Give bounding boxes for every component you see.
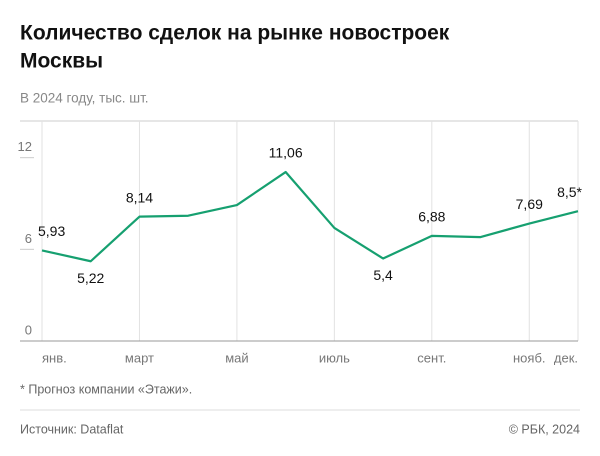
chart-title: Количество сделок на рынке новостроек bbox=[20, 22, 450, 45]
value-label: 5,93 bbox=[38, 223, 65, 239]
value-label: 8,5* bbox=[557, 184, 582, 200]
y-tick-label: 0 bbox=[25, 322, 32, 337]
value-label: 7,69 bbox=[516, 196, 543, 212]
footnote: * Прогноз компании «Этажи». bbox=[20, 382, 192, 396]
x-tick-label: май bbox=[225, 350, 248, 365]
chart-subtitle: В 2024 году, тыс. шт. bbox=[20, 91, 149, 106]
x-tick-label: янв. bbox=[42, 350, 67, 365]
y-tick-label: 12 bbox=[18, 139, 32, 154]
x-tick-label: дек. bbox=[554, 350, 578, 365]
chart-title: Москвы bbox=[20, 50, 103, 73]
value-label: 5,4 bbox=[373, 267, 393, 283]
source: Источник: Dataflat bbox=[20, 422, 124, 436]
y-tick-label: 6 bbox=[25, 231, 32, 246]
x-tick-label: июль bbox=[319, 350, 350, 365]
x-tick-label: сент. bbox=[417, 350, 446, 365]
value-label: 6,88 bbox=[418, 209, 445, 225]
value-label: 8,14 bbox=[126, 189, 153, 205]
x-tick-label: март bbox=[125, 350, 154, 365]
x-tick-label: нояб. bbox=[513, 350, 546, 365]
copyright: © РБК, 2024 bbox=[509, 422, 580, 436]
value-label: 11,06 bbox=[269, 145, 303, 161]
data-line bbox=[41, 170, 579, 263]
value-label: 5,22 bbox=[77, 270, 104, 286]
